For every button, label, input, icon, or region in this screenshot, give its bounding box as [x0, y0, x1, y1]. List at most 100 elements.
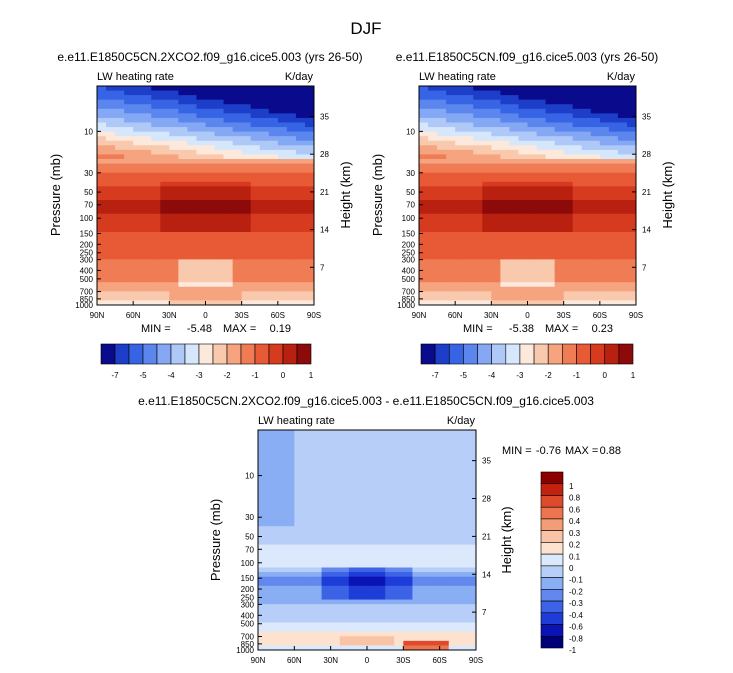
field-cell — [321, 475, 332, 482]
field-cell — [303, 448, 314, 454]
field-cell — [205, 131, 216, 137]
field-cell — [321, 567, 332, 573]
field-cell — [563, 172, 574, 178]
field-cell — [268, 117, 279, 124]
colorbar-tick-label: -4 — [167, 371, 175, 380]
field-cell — [232, 213, 243, 219]
field-cell — [457, 608, 468, 614]
field-cell — [563, 286, 574, 292]
field-cell — [330, 535, 341, 541]
field-cell — [430, 494, 441, 500]
field-cell — [527, 172, 538, 178]
field-cell — [267, 503, 277, 509]
field-cell — [473, 86, 483, 92]
field-cell — [455, 140, 465, 146]
field-cell — [142, 181, 152, 187]
field-cell — [205, 117, 216, 124]
field-cell — [419, 113, 429, 119]
field-cell — [421, 562, 432, 569]
field-cell — [403, 503, 414, 509]
field-cell — [437, 122, 447, 128]
field-cell — [106, 195, 116, 201]
field-cell — [554, 122, 565, 128]
field-cell — [394, 581, 404, 587]
field-cell — [536, 86, 547, 92]
field-cell — [466, 599, 476, 605]
field-cell — [376, 462, 386, 468]
field-cell — [223, 181, 234, 187]
field-cell — [151, 113, 161, 119]
field-cell — [527, 259, 538, 265]
field-cell — [581, 149, 592, 156]
field-cell — [437, 268, 447, 274]
field-cell — [367, 439, 377, 445]
field-cell — [545, 250, 556, 256]
field-cell — [608, 232, 619, 238]
field-cell — [151, 122, 161, 128]
field-cell — [466, 457, 476, 463]
field-cell — [267, 562, 277, 569]
field-cell — [196, 95, 207, 101]
field-cell — [448, 439, 459, 445]
field-cell — [491, 99, 501, 105]
field-cell — [214, 149, 225, 156]
field-cell — [187, 232, 198, 238]
colorbar-swatch — [142, 343, 158, 365]
field-cell — [276, 498, 286, 504]
field-cell — [581, 131, 592, 137]
field-cell — [437, 273, 447, 279]
field-cell — [115, 90, 125, 96]
field-cell — [455, 122, 465, 128]
field-cell — [590, 113, 601, 119]
field-cell — [626, 204, 636, 210]
field-cell — [115, 172, 125, 178]
field-cell — [554, 172, 565, 178]
field-cell — [367, 517, 377, 523]
field-cell — [430, 507, 441, 514]
min-value: -5.48 — [187, 323, 212, 335]
field-cell — [473, 104, 483, 110]
field-cell — [232, 149, 243, 156]
field-cell — [446, 172, 456, 178]
field-cell — [421, 485, 432, 491]
field-cell — [376, 540, 386, 546]
field-cell — [106, 99, 116, 105]
field-cell — [403, 530, 414, 537]
field-cell — [321, 485, 332, 491]
field-cell — [500, 282, 511, 288]
field-cell — [303, 572, 314, 578]
field-cell — [303, 595, 314, 601]
field-cell — [421, 581, 432, 587]
field-cell — [617, 163, 628, 169]
field-cell — [482, 172, 492, 178]
x-tick-label: 90N — [90, 311, 105, 320]
field-cell — [205, 127, 216, 133]
field-cell — [97, 218, 107, 224]
field-cell — [232, 117, 243, 124]
field-cell — [286, 277, 297, 283]
field-cell — [124, 90, 134, 96]
field-cell — [106, 186, 116, 192]
field-cell — [446, 190, 456, 197]
field-cell — [473, 254, 483, 260]
field-cell — [385, 480, 395, 486]
field-cell — [258, 521, 268, 527]
field-cell — [367, 636, 377, 642]
field-cell — [160, 286, 170, 292]
field-cell — [97, 213, 107, 219]
field-cell — [545, 200, 556, 206]
field-cell — [160, 195, 170, 201]
field-cell — [214, 241, 225, 247]
field-cell — [403, 439, 414, 445]
field-cell — [124, 300, 134, 305]
field-cell — [455, 236, 465, 242]
field-cell — [276, 562, 286, 569]
field-cell — [142, 254, 152, 260]
field-cell — [169, 300, 179, 305]
field-cell — [437, 218, 447, 224]
field-cell — [527, 122, 538, 128]
field-cell — [572, 232, 583, 238]
field-cell — [457, 645, 468, 650]
colorbar-swatch — [268, 343, 284, 365]
field-cell — [536, 136, 547, 142]
